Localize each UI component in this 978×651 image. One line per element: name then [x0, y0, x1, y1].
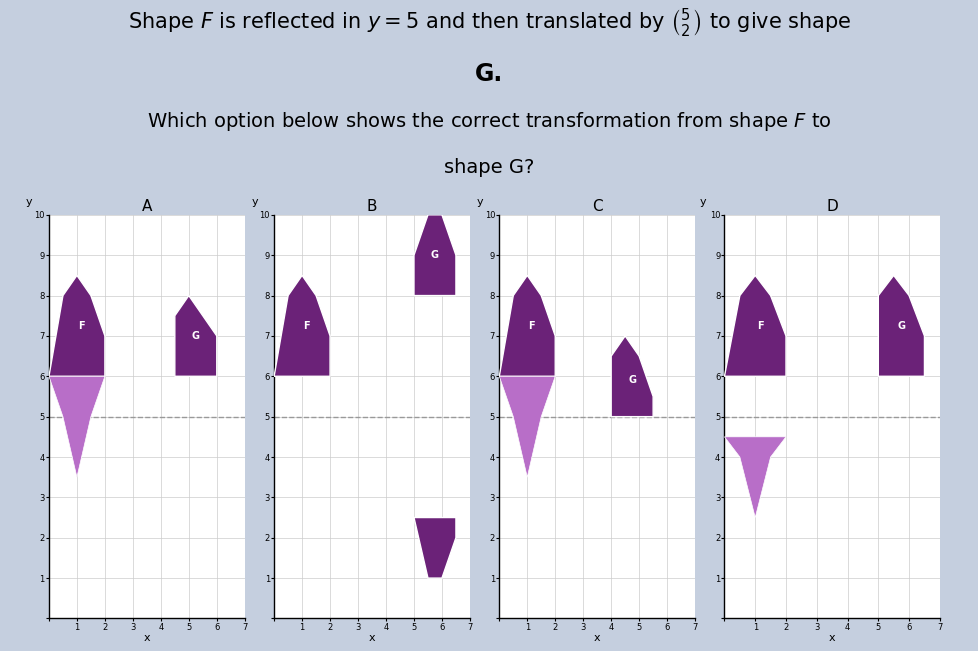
Polygon shape — [499, 275, 555, 376]
Title: B: B — [367, 199, 377, 214]
Text: G: G — [628, 374, 636, 385]
Text: shape G?: shape G? — [444, 158, 534, 178]
Y-axis label: y: y — [699, 197, 705, 207]
Text: Which option below shows the correct transformation from shape $\mathit{F}$ to: Which option below shows the correct tra… — [147, 109, 831, 133]
Polygon shape — [724, 275, 785, 376]
Y-axis label: y: y — [26, 197, 32, 207]
Title: A: A — [142, 199, 152, 214]
Text: F: F — [756, 321, 763, 331]
Y-axis label: y: y — [251, 197, 257, 207]
Text: G.: G. — [475, 62, 503, 86]
X-axis label: x: x — [144, 633, 150, 643]
Title: C: C — [592, 199, 601, 214]
Text: F: F — [78, 321, 85, 331]
Text: F: F — [528, 321, 535, 331]
Text: Shape $\mathit{F}$ is reflected in $y = 5$ and then translated by $\binom{5}{2}$: Shape $\mathit{F}$ is reflected in $y = … — [127, 7, 851, 40]
Polygon shape — [499, 376, 555, 477]
Text: G: G — [430, 250, 438, 260]
X-axis label: x: x — [594, 633, 600, 643]
Polygon shape — [877, 275, 923, 376]
Text: G: G — [897, 321, 905, 331]
Text: F: F — [303, 321, 310, 331]
Polygon shape — [414, 518, 456, 578]
Title: D: D — [825, 199, 837, 214]
Polygon shape — [414, 215, 456, 296]
Text: G: G — [192, 331, 200, 341]
Polygon shape — [49, 376, 105, 477]
X-axis label: x: x — [369, 633, 375, 643]
Polygon shape — [175, 296, 216, 376]
Polygon shape — [610, 336, 652, 417]
Polygon shape — [274, 275, 330, 376]
X-axis label: x: x — [828, 633, 834, 643]
Y-axis label: y: y — [476, 197, 482, 207]
Polygon shape — [49, 275, 105, 376]
Polygon shape — [724, 437, 785, 518]
